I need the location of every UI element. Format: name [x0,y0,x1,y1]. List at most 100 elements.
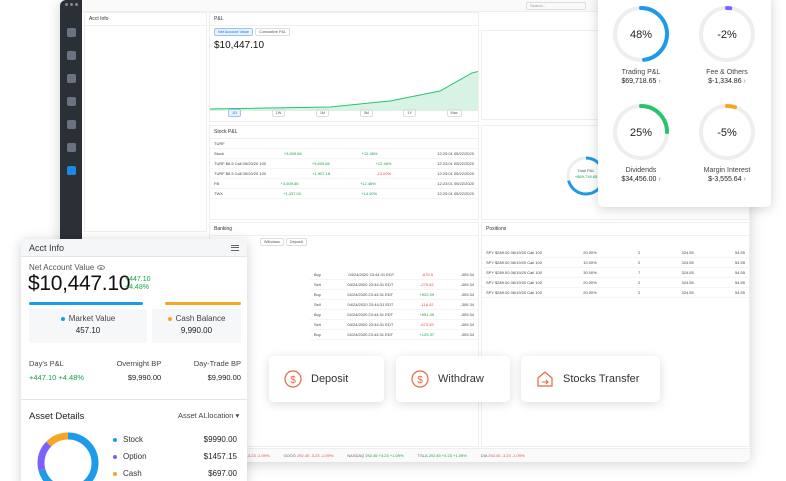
acct-info-title: Acct Info [29,242,65,253]
eye-icon[interactable] [97,265,106,270]
deposit-button[interactable]: $ Deposit [269,356,384,402]
banking-row[interactable]: Buy 04/24/2020 23:44:31 EDT +522.09 -309.34 [310,290,478,300]
banking-row[interactable]: Buy 04/24/2020 23:44:31 EDT +651.49 -309.34 [310,310,478,320]
pl-ring-chart: 48% [613,6,669,62]
window-controls[interactable] [65,3,78,6]
stocks-transfer-icon [537,371,553,387]
position-row[interactable]: SPY $289.00 06/19/20 Call 100 20.00% 2 324.… [482,278,749,288]
nav-change-abs: +447.10 [125,276,151,283]
stocks-transfer-button[interactable]: Stocks Transfer [521,356,660,402]
bg-withdraw-tab[interactable]: Withdraw [260,238,284,246]
market-value-bar [29,302,143,305]
acct-info-card: Acct Info Net Account Value $10,447.10 +… [21,239,247,481]
pl-ring-cell[interactable]: 48% Trading P&L $69,718.65 [598,4,684,104]
sidebar-trade-icon[interactable] [66,120,76,129]
stock-pl-row[interactable]: TURF $6.5 Call 05/20/20 100 +1,907.18 -13.… [210,169,478,179]
banking-balance: -309.34 [460,302,474,307]
sidebar-orders-icon[interactable] [66,143,76,152]
bg-deposit-tab[interactable]: Deposit [285,238,307,246]
banking-type: Buy [314,272,321,277]
ticker-item[interactable]: TSLA 292.45 +3.23 +1.09% [418,453,467,458]
account-stats: Day's P&L +447.10 +4.48% Overnight BP $9… [29,359,241,382]
ring-arc [613,104,669,160]
stock-pl-row[interactable]: Stock +3,609.66 +12.48% 12:23:01 05/22/2020 [210,149,478,159]
position-row[interactable]: SPY $289.00 06/19/20 Call 100 10.00% 2 324.… [482,258,749,268]
stocks-transfer-label: Stocks Transfer [563,373,640,385]
stock-ratio: +12.48% [359,181,376,186]
pl-ring-cell[interactable]: 25% Dividends $34,456.00 [598,102,684,202]
pl-period-tabs: 1D 1W 1M 3M 1Y Max [210,107,478,119]
sidebar-watchlist-icon[interactable] [66,74,76,83]
period-1d[interactable]: 1D [228,109,242,117]
banking-balance: -309.34 [460,312,474,317]
sidebar-account-icon[interactable] [66,166,76,175]
ring-label: Margin Interest [703,167,751,174]
banking-row[interactable]: Buy 04/24/2020 23:44:31 EDT +129.37 -309.34 [310,330,478,340]
top-bar: Search... [82,0,750,12]
ticker-item[interactable]: NASDAQ 292.45 +3.23 +1.09% [347,453,403,458]
sidebar-market-icon[interactable] [66,97,76,106]
deposit-icon: $ [284,370,302,388]
stock-pl-row[interactable]: TURF [210,139,478,149]
period-3m[interactable]: 3M [359,109,373,117]
position-mkt: 324.55 [681,260,694,265]
position-symbol: SPY $289.00 06/19/20 Call 100 [486,280,542,285]
banking-row[interactable]: Buy 04/24/2020 23:44:31 EDT -675.5 -309.34 [310,270,478,280]
stock-pl-row[interactable]: FB +3,609.66 +12.48% 12:23:01 05/22/2020 [210,179,478,189]
banking-row[interactable]: Sell 04/24/2020 23:44:31 EDT -116.42 -309.3… [310,300,478,310]
banking-type: Buy [314,332,321,337]
period-max[interactable]: Max [446,109,462,117]
stock-pl-row[interactable]: TURF $6.5 Call 05/20/20 100 +3,609.66 +12.… [210,159,478,169]
ticker-value: 292.45 -3.23 -1.09% [297,453,334,458]
search-input[interactable]: Search... [526,2,586,10]
list-icon[interactable] [231,244,239,251]
ring-percent: 48% [630,29,652,41]
sidebar-chart-icon[interactable] [66,51,76,60]
position-row[interactable]: SPY $289.00 06/19/20 Call 100 20.00% 2 324.… [482,288,749,298]
pl-ring-cell[interactable]: -5% Margin Interest $-3,555.64 [684,102,770,202]
market-value: 457.10 [75,326,101,335]
banking-type: Buy [314,292,321,297]
stock-ratio: +12.48% [375,161,392,166]
bg-acct-title: Acct Info [85,13,206,26]
pl-ring-cell[interactable]: -2% Fee & Others $-1,334.86 [684,4,770,104]
asset-item-stock: Stock $9990.00 [113,435,237,444]
ring-arc [613,6,669,62]
position-qty: 2 [638,260,641,265]
stock-dot [113,437,117,442]
total-pl-label: Total P&L [577,168,595,173]
withdraw-label: Withdraw [438,373,484,385]
bg-pie-panel [481,30,599,120]
tab-net-account-value[interactable]: Net Account Value [214,28,253,36]
period-1w[interactable]: 1W [271,109,286,117]
stock-pl-row[interactable]: TWX +1,437.00 +14.40% 12:23:01 05/22/2020 [210,189,478,199]
banking-amount: -279.62 [420,282,434,287]
position-row[interactable]: SPY $289.00 06/19/20 Call 100 20.00% 2 324.… [482,248,749,258]
position-last: 54.55 [734,270,745,275]
position-mkt: 324.55 [681,280,694,285]
period-1y[interactable]: 1Y [403,109,417,117]
days-pl-label: Day's P&L [29,359,64,368]
banking-row[interactable]: Sell 04/24/2020 23:44:31 EDT -673.39 -309.3… [310,320,478,330]
sidebar-home-icon[interactable] [66,28,76,37]
ring-label: Trading P&L [621,69,661,76]
asset-amount: $1457.15 [203,452,237,461]
withdraw-button[interactable]: $ Withdraw [396,356,510,402]
position-last: 54.55 [734,250,745,255]
period-1m[interactable]: 1M [315,109,330,117]
position-symbol: SPY $289.00 06/19/20 Call 100 [486,270,542,275]
asset-legend: Stock $9990.00 Option $1457.15 Cash $697… [113,435,237,481]
asset-allocation-select[interactable]: Asset ALlocation [178,411,239,420]
banking-row[interactable]: Sell 04/24/2020 23:44:31 EDT -279.62 -309.3… [310,280,478,290]
banking-type: Sell [314,322,321,327]
ticker-item[interactable]: DIA 292.45 -3.23 -1.09% [481,453,525,458]
pl-area-chart [210,70,478,111]
ring-percent: 25% [630,127,652,139]
pl-breakdown-card: 48% Trading P&L $69,718.65 -2% Fee & Others $… [598,0,771,207]
ring-amount: $69,718.65 [598,78,684,85]
tab-cumulative-pl[interactable]: Cumulative P&L [254,28,291,36]
banking-type: Sell [314,302,321,307]
stock-time: 12:23:01 05/22/2020 [437,191,474,196]
ticker-item[interactable]: GOOG 292.45 -3.23 -1.09% [283,453,333,458]
position-row[interactable]: SPY $289.00 06/19/20 Call 100 30.00% 7 324.… [482,268,749,278]
